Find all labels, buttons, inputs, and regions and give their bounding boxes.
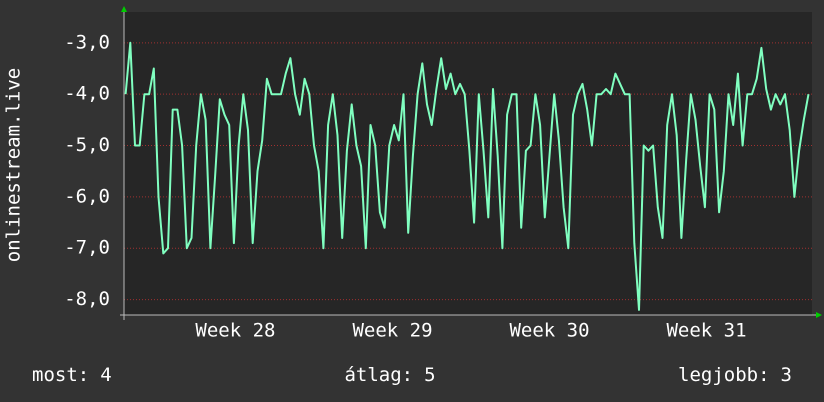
data-line (124, 41, 810, 311)
y-tick-label: -7,0 (64, 237, 110, 259)
stat-label: átlag: (344, 364, 413, 386)
stat-value: 4 (100, 364, 111, 386)
plot (124, 41, 810, 311)
plot-area (124, 12, 812, 315)
stat: legjobb: 3 (678, 364, 792, 386)
stats: most: 4 átlag: 5 legjobb: 3 (32, 364, 792, 386)
y-arrow (121, 6, 127, 12)
stat-value: 3 (781, 364, 792, 386)
x-tick-label: Week 28 (195, 320, 275, 342)
x-tick-label: Week 30 (509, 320, 589, 342)
y-tick-label: -5,0 (64, 134, 110, 156)
y-axis-title: onlinestream.live (3, 68, 25, 262)
y-tick-label: -4,0 (64, 83, 110, 105)
stat: átlag: 5 (344, 364, 435, 386)
x-tick-label: Week 29 (352, 320, 432, 342)
stat-label: most: (32, 364, 89, 386)
y-tick-label: -3,0 (64, 31, 110, 53)
x-arrow (816, 312, 822, 318)
x-tick-label: Week 31 (666, 320, 746, 342)
y-tick-label: -8,0 (64, 288, 110, 310)
stat: most: 4 (32, 364, 112, 386)
y-tick-label: -6,0 (64, 185, 110, 207)
stat-value: 5 (424, 364, 435, 386)
stat-label: legjobb: (678, 364, 770, 386)
